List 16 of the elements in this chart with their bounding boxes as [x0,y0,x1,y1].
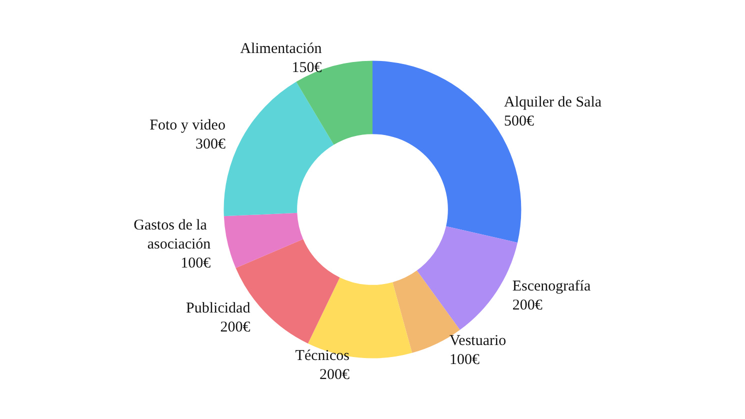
slice-label: Vestuario [450,333,506,350]
data-label: 150€ [292,60,322,76]
slice-label: Gastos de la asociación [134,217,212,252]
data-label: 500€ [504,113,535,130]
slice-label: Escenografía [512,278,591,294]
slice-label: Alquiler de Sala [504,94,602,110]
slice-label: Foto y video [150,118,226,134]
data-label: 200€ [512,297,543,314]
data-label: 300€ [195,136,226,153]
slice-label: Técnicos [295,348,350,364]
slice-label: Publicidad [186,300,251,316]
slice-label: Alimentación [240,40,322,57]
data-label: 100€ [180,255,212,272]
data-label: 200€ [319,367,350,384]
data-label: 100€ [450,352,480,368]
data-label: 200€ [220,319,251,336]
